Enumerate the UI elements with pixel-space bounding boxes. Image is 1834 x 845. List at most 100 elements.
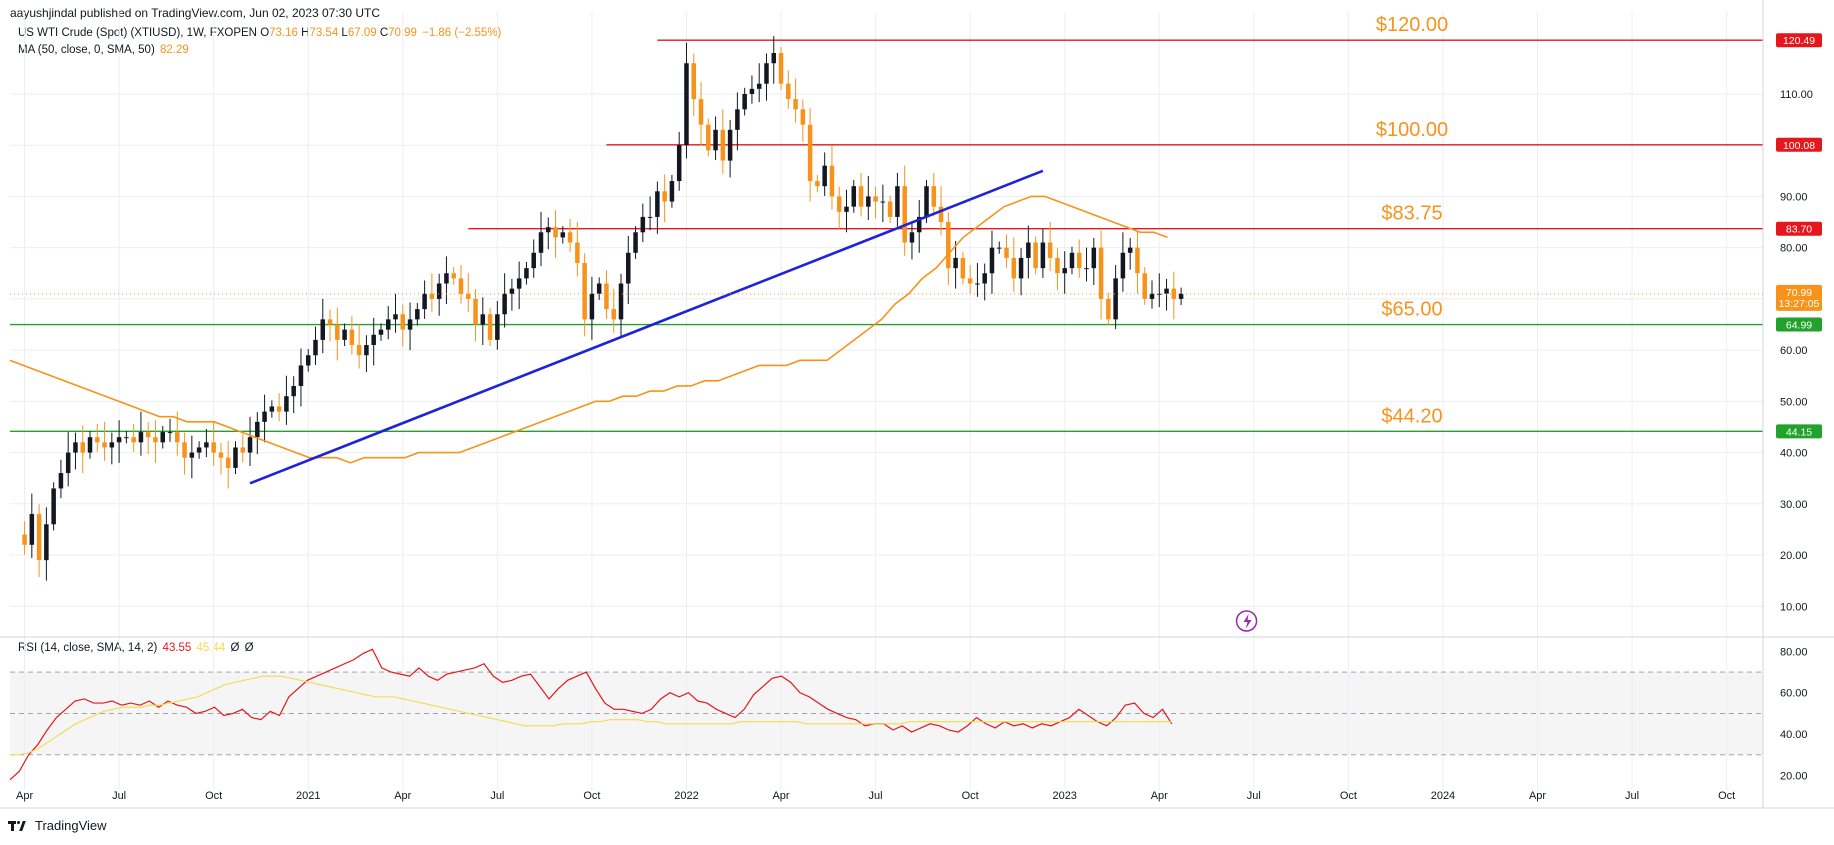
candle-body	[953, 257, 958, 269]
candle-body	[567, 232, 573, 243]
candle-body	[313, 339, 318, 356]
candle-body	[676, 145, 682, 182]
candle-body	[182, 442, 187, 458]
candles	[22, 36, 1184, 581]
candle-body	[764, 63, 769, 84]
symbol-legend[interactable]: US WTI Crude (Spot) (XTIUSD), 1W, FXOPEN…	[18, 27, 501, 39]
rsi-legend[interactable]: RSI (14, close, SMA, 14, 2) 43.55 45.44 …	[18, 642, 254, 654]
rsi-label: RSI (14, close, SMA, 14, 2)	[18, 642, 158, 654]
candle-body	[596, 283, 602, 294]
candle-body	[880, 201, 886, 203]
candle-body	[1033, 242, 1038, 269]
candle-body	[706, 124, 711, 151]
candle-body	[938, 206, 944, 223]
candle-body	[844, 206, 849, 212]
candle-body	[385, 319, 391, 330]
candle-body	[815, 181, 820, 187]
extras	[1235, 610, 1258, 632]
grid-lines	[10, 12, 1763, 790]
candle-body	[371, 334, 376, 345]
rsi-ma-value: 45.44	[196, 642, 226, 654]
candle-body	[713, 129, 718, 151]
y-tick-label: 90.00	[1780, 191, 1808, 203]
ma-legend[interactable]: MA (50, close, 0, SMA, 50) 82.29	[18, 44, 189, 56]
candle-body	[684, 63, 689, 146]
candle-body	[495, 314, 500, 340]
candle-body	[407, 319, 413, 330]
candle-body	[640, 216, 646, 233]
level-tag-box	[1776, 424, 1822, 439]
candle-body	[1120, 252, 1126, 279]
candle-body	[691, 63, 696, 100]
candle-body	[109, 442, 115, 448]
level-tag-box	[1776, 33, 1822, 48]
candle-body	[1062, 268, 1067, 274]
x-tick-label: Jul	[112, 790, 126, 802]
y-tick-label: 10.00	[1780, 601, 1808, 613]
x-tick-label: 2022	[674, 790, 698, 802]
candle-body	[276, 406, 282, 412]
lightning-bolt-icon	[1243, 614, 1252, 629]
candle-body	[305, 355, 311, 366]
candle-body	[1077, 252, 1082, 269]
candle-body	[800, 109, 806, 125]
candle-body	[116, 437, 122, 443]
x-tick-label: Oct	[1340, 790, 1357, 802]
candle-body	[51, 488, 56, 525]
x-tick-label: 2023	[1052, 790, 1076, 802]
rsi-pane: 20.00 40.00 60.00 80.00	[9, 646, 1808, 783]
rsi-tick-label: 40.00	[1780, 729, 1808, 741]
candle-body	[902, 186, 907, 243]
candle-body	[175, 432, 180, 443]
candle-body	[189, 452, 195, 458]
candle-body	[167, 432, 173, 434]
candle-body	[1157, 293, 1162, 295]
candle-body	[887, 201, 893, 217]
y-tick-label: 50.00	[1780, 396, 1808, 408]
candle-body	[218, 452, 224, 458]
last-price-box	[1776, 284, 1822, 311]
candle-body	[807, 124, 813, 182]
candle-body	[444, 273, 449, 284]
close-label: C	[379, 27, 389, 39]
x-tick-label: Apr	[1529, 790, 1546, 802]
candle-body	[633, 232, 638, 253]
publisher-caption: aayushjindal published on TradingView.co…	[10, 6, 381, 20]
x-tick-label: Jul	[490, 790, 504, 802]
candle-body	[735, 109, 740, 130]
candle-body	[516, 278, 522, 289]
level-label: $83.75	[1381, 203, 1442, 225]
candle-body	[836, 196, 842, 212]
candle-body	[786, 83, 791, 100]
rsi-extra-1: Ø	[230, 642, 240, 654]
candle-body	[211, 442, 216, 453]
level-tag-box	[1776, 221, 1822, 236]
y-tick-label: 30.00	[1780, 499, 1808, 511]
level-tag-box	[1776, 137, 1822, 152]
candle-body	[1106, 298, 1111, 320]
level-tag-label: 100.08	[1783, 140, 1815, 152]
candle-body	[778, 52, 784, 84]
x-tick-label: Apr	[772, 790, 789, 802]
ma-series	[9, 195, 1168, 464]
candle-body	[946, 222, 951, 269]
candle-body	[647, 216, 653, 218]
candle-body	[458, 278, 464, 294]
ma-line	[9, 195, 1168, 464]
candle-body	[931, 186, 937, 207]
brand-label: TradingView	[35, 818, 107, 833]
x-tick-label: Oct	[962, 790, 979, 802]
candle-body	[58, 473, 64, 489]
tradingview-brand[interactable]: TradingView	[8, 818, 107, 833]
candle-body	[204, 442, 209, 448]
candle-body	[1069, 252, 1075, 269]
level-tag-label: 44.15	[1786, 426, 1812, 438]
candle-body	[29, 514, 35, 545]
symbol-label: US WTI Crude (Spot) (XTIUSD), 1W, FXOPEN	[18, 27, 257, 39]
rsi-series	[9, 648, 1173, 781]
last-price-label: 70.99	[1786, 287, 1812, 299]
candle-body	[44, 524, 49, 561]
open-value: 73.16	[269, 27, 298, 39]
candle-body	[822, 165, 827, 187]
